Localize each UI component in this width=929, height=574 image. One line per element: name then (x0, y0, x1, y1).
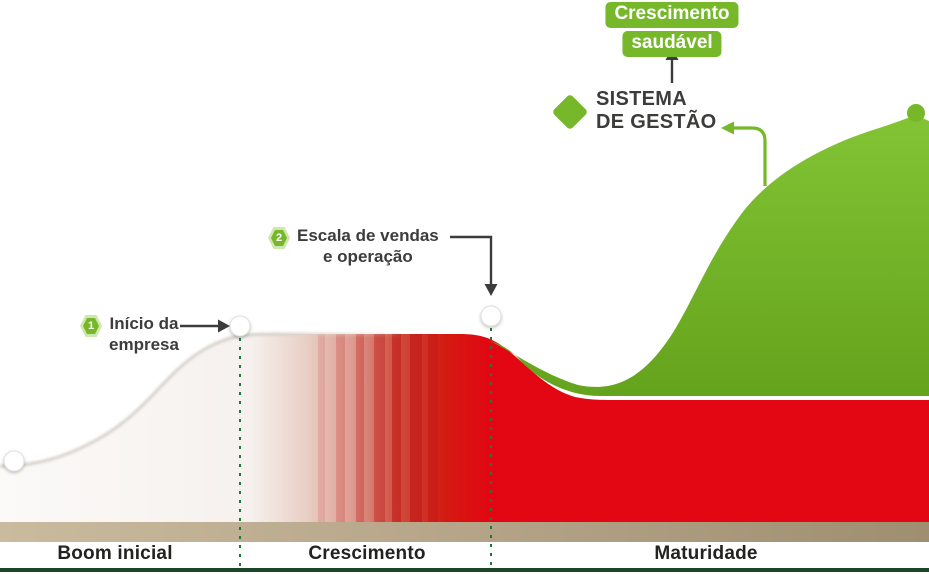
milestone-dot-start (3, 450, 25, 472)
milestone-dot-1 (229, 315, 251, 337)
streak (428, 334, 438, 522)
healthy-line1: Crescimento (605, 2, 739, 28)
milestone-dot-2 (480, 305, 502, 327)
arrow-step2-icon (450, 235, 498, 296)
healthy-growth-end-dot (907, 104, 925, 122)
company-growth-area (0, 334, 929, 522)
system-line1: SISTEMA (596, 88, 687, 110)
step-2-line2: e operação (323, 246, 413, 266)
arrow-green-icon (721, 121, 767, 186)
healthy-growth-label: Crescimento saudável (605, 2, 739, 57)
step-1-number: 1 (83, 318, 99, 334)
phase-label-boom-inicial: Boom inicial (57, 543, 173, 564)
streak (374, 334, 385, 522)
step-1-line2: empresa (109, 334, 179, 354)
ground-strip (0, 521, 929, 542)
streak (410, 334, 422, 522)
step-2-badge-icon: 2 (268, 227, 290, 249)
step-2-text: Escala de vendas e operação (297, 226, 439, 267)
phase-label-crescimento: Crescimento (308, 543, 426, 564)
step-2-number: 2 (271, 230, 287, 246)
healthy-line2: saudável (622, 30, 722, 57)
step-2-line1: Escala de vendas (297, 226, 439, 245)
healthy-growth-area (490, 115, 929, 396)
streak (392, 334, 401, 522)
milestone-1-annotation: 1 Início da empresa (80, 314, 179, 355)
system-line2: DE GESTÃO (596, 111, 717, 134)
streak (318, 334, 325, 522)
streak (336, 334, 345, 522)
milestone-2-annotation: 2 Escala de vendas e operação (268, 226, 439, 267)
management-system-label: SISTEMA DE GESTÃO (596, 88, 717, 135)
baseline (0, 568, 929, 572)
step-1-line1: Início da (109, 314, 179, 333)
step-1-badge-icon: 1 (80, 315, 102, 337)
red-transition-streaks (318, 334, 438, 522)
streak (356, 334, 364, 522)
phase-label-maturidade: Maturidade (654, 543, 758, 564)
arrow-step1-icon (180, 319, 230, 333)
step-1-text: Início da empresa (109, 314, 179, 355)
